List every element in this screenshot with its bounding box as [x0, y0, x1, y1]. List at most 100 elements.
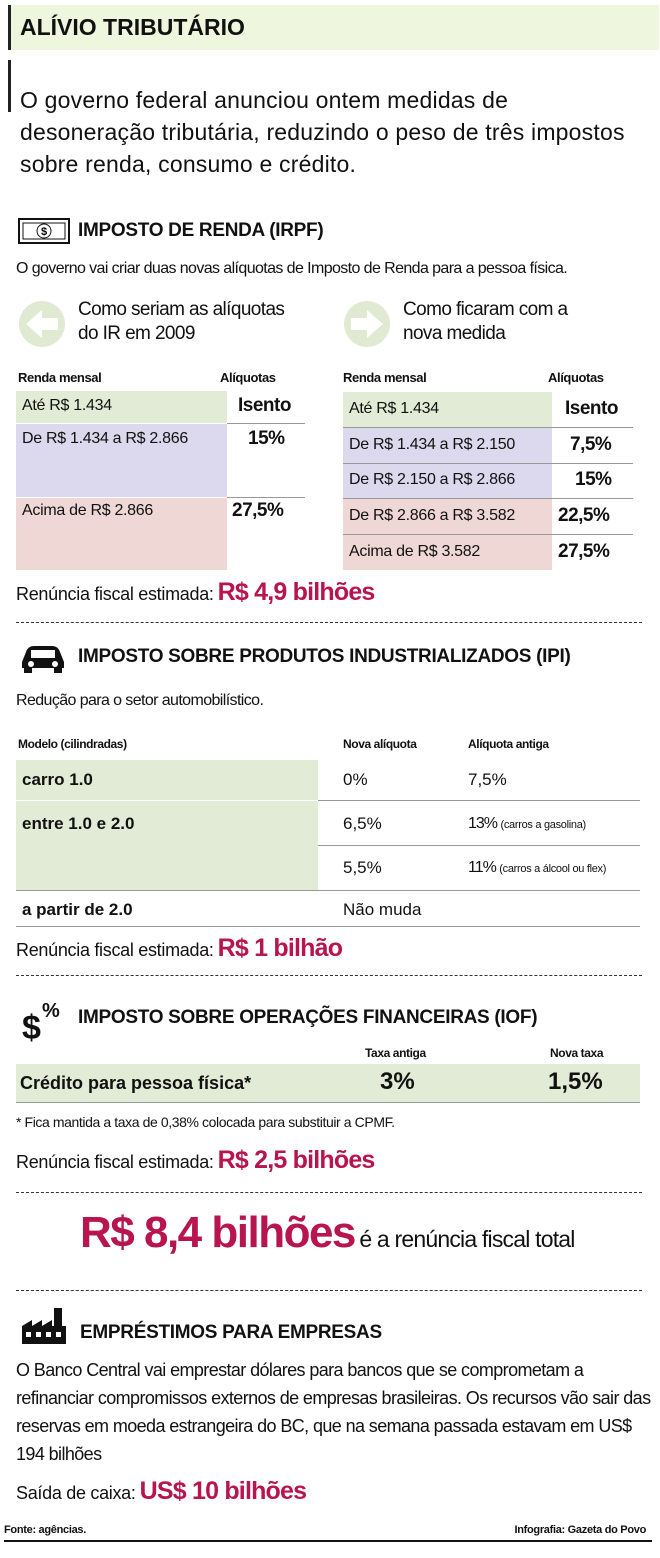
waiver: Renúncia fiscal estimada: R$ 4,9 bilhões — [16, 578, 375, 607]
divider — [16, 1192, 642, 1193]
old-rate-value: 11% — [468, 859, 497, 876]
income: De R$ 1.434 a R$ 2.866 — [22, 430, 188, 447]
outflow-label: Saída de caixa: — [16, 1483, 136, 1503]
section-title: IMPOSTO SOBRE OPERAÇÕES FINANCEIRAS (IOF… — [78, 1007, 538, 1028]
model: a partir de 2.0 — [22, 900, 133, 919]
column-header: Renda mensal — [343, 370, 427, 385]
header-box — [8, 5, 659, 50]
old-rate-value: 13% — [468, 815, 498, 832]
row-bg — [16, 498, 227, 570]
credit: Infografia: Gazeta do Povo — [514, 1524, 646, 1536]
divider — [16, 1290, 642, 1291]
source: Fonte: agências. — [4, 1524, 86, 1536]
total: R$ 8,4 bilhões é a renúncia fiscal total — [80, 1208, 575, 1258]
rate: 15% — [248, 428, 285, 449]
old-rate: 3% — [380, 1068, 415, 1095]
waiver-label: Renúncia fiscal estimada: — [16, 584, 214, 604]
new-rate: Não muda — [343, 900, 422, 919]
waiver-value: R$ 4,9 bilhões — [217, 578, 376, 606]
outflow-value: US$ 10 bilhões — [139, 1477, 307, 1505]
column-header: Alíquotas — [548, 370, 604, 385]
description: O governo vai criar duas novas alíquotas… — [16, 260, 568, 277]
row-bg — [16, 424, 227, 497]
old-rate: 7,5% — [468, 770, 507, 789]
waiver-value: R$ 1 bilhão — [217, 934, 343, 962]
column-header: Nova alíquota — [343, 737, 417, 751]
outflow: Saída de caixa: US$ 10 bilhões — [16, 1477, 307, 1506]
new-rate: 1,5% — [548, 1068, 603, 1095]
model: carro 1.0 — [22, 770, 93, 789]
row-rule — [343, 463, 633, 464]
row-rule — [318, 845, 640, 846]
rate: 27,5% — [558, 541, 610, 562]
waiver: Renúncia fiscal estimada: R$ 2,5 bilhões — [16, 1146, 375, 1175]
row-bg — [16, 801, 318, 890]
rate: 15% — [575, 469, 612, 490]
income: Até R$ 1.434 — [22, 397, 112, 414]
note: (carros a álcool ou flex) — [499, 863, 607, 875]
row-rule — [16, 926, 640, 927]
column-header: Renda mensal — [18, 370, 102, 385]
column-header: Taxa antiga — [365, 1046, 426, 1060]
new-rate: 5,5% — [343, 858, 382, 877]
row-bg — [343, 535, 552, 570]
row-bg — [343, 499, 552, 534]
waiver: Renúncia fiscal estimada: R$ 1 bilhão — [16, 934, 343, 963]
note: (carros a gasolina) — [500, 819, 586, 831]
row-rule — [16, 1102, 640, 1103]
money-icon: $ — [18, 218, 70, 244]
rate: 7,5% — [570, 434, 612, 455]
header-rule — [8, 60, 11, 112]
arrow-right-icon — [344, 301, 390, 347]
column-header: Alíquotas — [220, 370, 276, 385]
row-rule — [343, 498, 633, 499]
row-rule — [343, 427, 633, 428]
old-rate: 13% (carros a gasolina) — [468, 815, 586, 833]
svg-text:$: $ — [41, 226, 47, 238]
row-rule — [318, 800, 640, 801]
row-rule — [227, 423, 305, 424]
row-label: Crédito para pessoa física* — [20, 1073, 252, 1093]
waiver-label: Renúncia fiscal estimada: — [16, 940, 214, 960]
row-rule — [227, 497, 305, 498]
section-title: IMPOSTO SOBRE PRODUTOS INDUSTRIALIZADOS … — [78, 646, 571, 667]
income: Acima de R$ 3.582 — [349, 543, 480, 560]
row-bg — [343, 428, 552, 463]
rate: Isento — [565, 398, 618, 419]
model: entre 1.0 e 2.0 — [22, 814, 135, 833]
row-bg — [16, 1064, 640, 1102]
footer-rule — [4, 1540, 652, 1542]
row-rule — [16, 890, 640, 891]
total-label: é a renúncia fiscal total — [359, 1226, 575, 1252]
section-title: EMPRÉSTIMOS PARA EMPRESAS — [80, 1322, 382, 1343]
income: Até R$ 1.434 — [349, 400, 439, 417]
section-title: IMPOSTO DE RENDA (IRPF) — [78, 220, 324, 241]
divider — [16, 975, 642, 976]
waiver-label: Renúncia fiscal estimada: — [16, 1152, 214, 1172]
description: Redução para o setor automobilístico. — [16, 692, 264, 709]
income: Acima de R$ 2.866 — [22, 502, 153, 519]
subheading: Como seriam as alíquotas do IR em 2009 — [78, 299, 285, 344]
body-text: O Banco Central vai emprestar dólares pa… — [16, 1360, 651, 1464]
intro: O governo federal anunciou ontem medidas… — [20, 87, 625, 177]
row-bg — [343, 392, 552, 427]
income: De R$ 2.866 a R$ 3.582 — [349, 507, 515, 524]
old-rate: 11% (carros a álcool ou flex) — [468, 859, 606, 877]
car-icon — [22, 646, 64, 673]
svg-text:$: $ — [22, 1009, 41, 1045]
row-bg — [343, 464, 552, 498]
arrow-left-icon — [19, 301, 65, 347]
income: De R$ 1.434 a R$ 2.150 — [349, 436, 515, 453]
percent-icon: $% — [22, 1000, 60, 1045]
total-value: R$ 8,4 bilhões — [80, 1208, 356, 1257]
subheading: Como ficaram com a nova medida — [403, 299, 568, 344]
income: De R$ 2.150 a R$ 2.866 — [349, 471, 515, 488]
column-header: Alíquota antiga — [468, 737, 549, 751]
title: ALÍVIO TRIBUTÁRIO — [20, 14, 245, 40]
row-bg — [16, 760, 318, 800]
divider — [16, 622, 642, 623]
waiver-value: R$ 2,5 bilhões — [217, 1146, 376, 1174]
factory-icon — [22, 1308, 66, 1344]
rate: 27,5% — [232, 500, 284, 521]
